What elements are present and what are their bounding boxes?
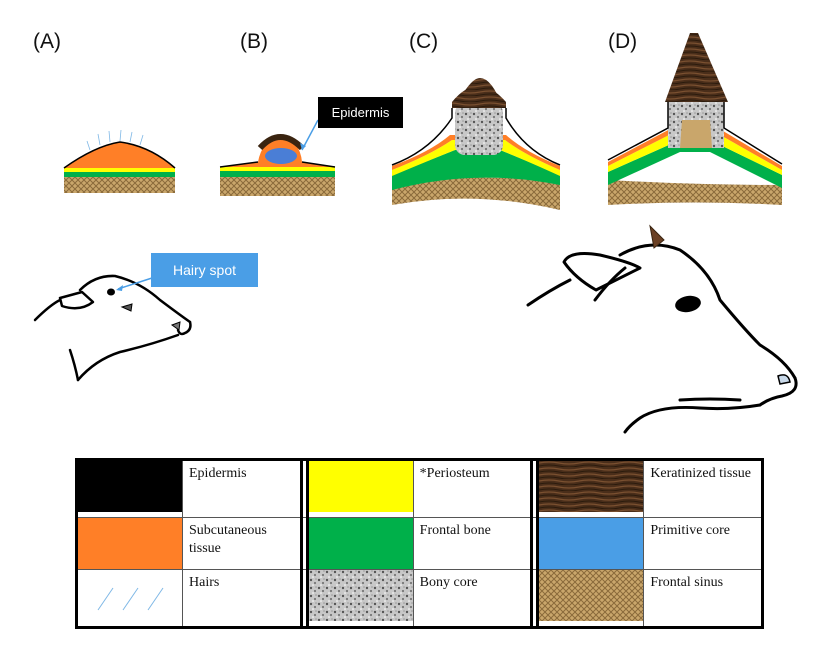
stage-label-b: (B) (240, 30, 268, 53)
legend-swatch-frontal-bone (306, 517, 414, 570)
calf-eye-icon (120, 303, 133, 312)
stage-c-section (391, 78, 561, 210)
stage-b-section (219, 119, 336, 196)
legend-label-primitive-core: Primitive core (643, 517, 763, 570)
legend-row: Epidermis *Periosteum Keratinized tissue (76, 459, 763, 518)
legend-label-frontal-bone: Frontal bone (412, 517, 533, 570)
legend-swatch-bony-core (306, 569, 414, 628)
stage-d-section (607, 33, 783, 205)
calf-eye-icon (675, 295, 701, 313)
stage-label-c: (C) (409, 30, 439, 53)
legend-swatch-primitive-core (537, 517, 645, 570)
legend-label-bony-core: Bony core (412, 569, 533, 628)
legend-row: Hairs Bony core Frontal sinus (76, 569, 763, 628)
legend-swatch-keratinized (537, 459, 645, 518)
legend-swatch-periosteum (306, 459, 414, 518)
legend-row: Subcutaneous tissue Frontal bone Primiti… (76, 517, 763, 570)
calf-nostril-icon (170, 321, 181, 331)
calf-head-horned (526, 243, 798, 434)
legend-label-hairs: Hairs (182, 569, 302, 628)
legend-label-periosteum: *Periosteum (412, 459, 533, 518)
hairs-icon (97, 587, 164, 611)
horn-bud-icon (649, 224, 665, 249)
legend-table: Epidermis *Periosteum Keratinized tissue… (75, 458, 764, 629)
legend-swatch-hairs (76, 569, 183, 628)
calf-head-young (33, 274, 192, 382)
epidermis-callout: Epidermis (318, 97, 403, 128)
hairy-spot-callout: Hairy spot (151, 253, 258, 287)
stage-label-a: (A) (33, 30, 61, 53)
calf-eye-icon (107, 288, 115, 296)
legend-label-frontal-sinus: Frontal sinus (643, 569, 763, 628)
legend-label-keratinized: Keratinized tissue (643, 459, 763, 518)
stage-a-section (63, 129, 176, 193)
epidermis-pointer (301, 119, 319, 151)
legend-label-subcutaneous: Subcutaneous tissue (182, 517, 302, 570)
legend-label-epidermis: Epidermis (182, 459, 302, 518)
legend-swatch-subcutaneous (76, 517, 183, 570)
hairs-icon (86, 129, 144, 151)
stage-label-d: (D) (608, 30, 638, 53)
legend-swatch-frontal-sinus (537, 569, 645, 628)
legend-swatch-epidermis (76, 459, 183, 518)
calf-nostril-icon (777, 374, 791, 385)
hairy-spot-pointer (117, 277, 153, 290)
